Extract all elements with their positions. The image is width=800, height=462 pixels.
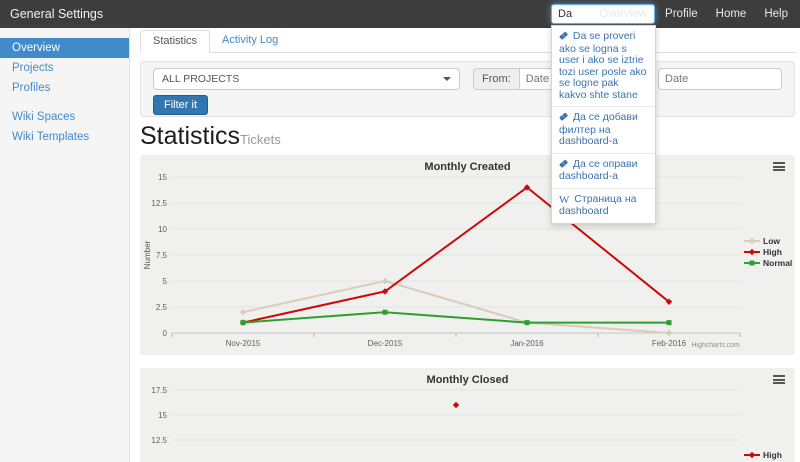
svg-text:15: 15 [158, 411, 167, 420]
svg-text:12.5: 12.5 [151, 436, 167, 445]
series-markers-Normal [240, 309, 672, 326]
search-result-label: Da se proveri ako se logna s user i ako … [559, 30, 647, 101]
monthly-created-chart: 15 12.5 10 7.5 5 2.5 0 Nov-2015 Dec-2015 Jan-2016… [140, 155, 795, 355]
project-select-value: ALL PROJECTS [162, 73, 240, 85]
search-result-item[interactable]: Да се добави филтер на dashboard-a [552, 107, 655, 154]
monthly-created-chart-title: Monthly Created [424, 161, 511, 173]
svg-text:Normal: Normal [763, 258, 792, 268]
section-heading-title: Statistics [140, 122, 241, 150]
ticket-icon [559, 31, 568, 44]
search-autocomplete-dropdown: Da se proveri ako se logna s user i ako … [551, 25, 656, 224]
svg-text:Nov-2015: Nov-2015 [226, 339, 261, 348]
ticket-icon [559, 159, 568, 172]
chart-menu-icon[interactable] [773, 162, 785, 171]
search-result-item[interactable]: Da se proveri ako se logna s user i ako … [552, 26, 655, 107]
chart-canvas: 15 12.5 10 7.5 5 2.5 0 Nov-2015 Dec-2015 Jan-2016… [143, 173, 792, 349]
section-heading-subtitle: Tickets [240, 132, 281, 147]
page-title: General Settings [10, 7, 104, 21]
search-input[interactable] [551, 4, 655, 24]
sidebar-item-wiki-spaces[interactable]: Wiki Spaces [12, 111, 76, 123]
sidebar-item-overview[interactable]: Overview [0, 38, 129, 58]
navbar-link-profile[interactable]: Profile [665, 8, 698, 20]
series-markers-High [452, 401, 460, 409]
legend-item-High[interactable]: High [744, 247, 782, 257]
svg-text:Jan-2016: Jan-2016 [510, 339, 544, 348]
navbar-links: Overview Profile Home Help [590, 0, 797, 28]
tab-activity-log[interactable]: Activity Log [222, 34, 279, 46]
monthly-closed-chart-panel: Monthly Closed 17.51512.5107.552.50HighH… [140, 368, 795, 462]
sidebar-item-projects[interactable]: Projects [12, 62, 54, 74]
highcharts-credit: Highcharts.com [691, 342, 740, 349]
filter-panel: ALL PROJECTS From: Filter it [140, 61, 795, 117]
sidebar: Overview Projects Profiles Wiki Spaces Wiki … [0, 28, 130, 462]
ticket-icon [559, 112, 568, 125]
svg-text:Feb-2016: Feb-2016 [652, 339, 687, 348]
sidebar-item-profiles[interactable]: Profiles [12, 82, 51, 94]
navbar-link-help[interactable]: Help [764, 8, 788, 20]
sidebar-group-gap [0, 98, 129, 107]
tab-bar: Statistics Activity Log [140, 30, 795, 53]
svg-text:Number: Number [143, 240, 152, 269]
wiki-icon: W [559, 193, 570, 206]
tab-statistics[interactable]: Statistics [140, 30, 211, 53]
date-to-input[interactable] [658, 68, 782, 90]
svg-text:Dec-2015: Dec-2015 [368, 339, 403, 348]
search-result-label: Да се добави филтер на dashboard-a [559, 111, 638, 147]
svg-text:High: High [763, 247, 782, 257]
filter-button[interactable]: Filter it [153, 95, 208, 115]
navbar-link-home[interactable]: Home [715, 8, 747, 20]
svg-text:15: 15 [158, 173, 167, 182]
svg-text:2.5: 2.5 [156, 303, 168, 312]
svg-text:10: 10 [158, 225, 167, 234]
svg-text:12.5: 12.5 [151, 199, 167, 208]
svg-text:7.5: 7.5 [156, 251, 168, 260]
top-navbar: General Settings Overview Profile Home H… [0, 0, 800, 28]
project-select[interactable]: ALL PROJECTS [153, 68, 460, 90]
monthly-created-chart-panel: Monthly Created 15 12.5 10 7.5 5 2.5 0 Nov-2015… [140, 155, 795, 355]
search-result-item[interactable]: Да се оправи dashboard-a [552, 154, 655, 189]
legend-item-High[interactable]: High [744, 450, 782, 460]
section-heading: StatisticsTickets [140, 123, 795, 149]
svg-text:5: 5 [163, 277, 168, 286]
chart-menu-icon[interactable] [773, 375, 785, 384]
sidebar-item-wiki-templates[interactable]: Wiki Templates [12, 131, 90, 143]
legend-item-Low[interactable]: Low [744, 236, 780, 246]
main-content: Statistics Activity Log ALL PROJECTS Fro… [140, 30, 795, 462]
from-label: From: [473, 68, 519, 90]
search-result-label: Да се оправи dashboard-a [559, 157, 638, 182]
svg-text:High: High [763, 450, 782, 460]
series-line-Normal [242, 311, 669, 324]
monthly-closed-chart-title: Monthly Closed [426, 374, 509, 386]
search-result-item[interactable]: W Страница на dashboard [552, 189, 655, 223]
chevron-down-icon [443, 77, 451, 81]
search-result-label: Страница на dashboard [559, 192, 637, 217]
svg-text:17.5: 17.5 [151, 386, 167, 395]
series-line-Low [242, 279, 670, 334]
series-line-High [242, 186, 670, 324]
legend-item-Normal[interactable]: Normal [744, 258, 792, 268]
svg-text:0: 0 [163, 329, 168, 338]
svg-text:Low: Low [763, 236, 780, 246]
navbar-link-overview[interactable]: Overview [599, 8, 648, 20]
